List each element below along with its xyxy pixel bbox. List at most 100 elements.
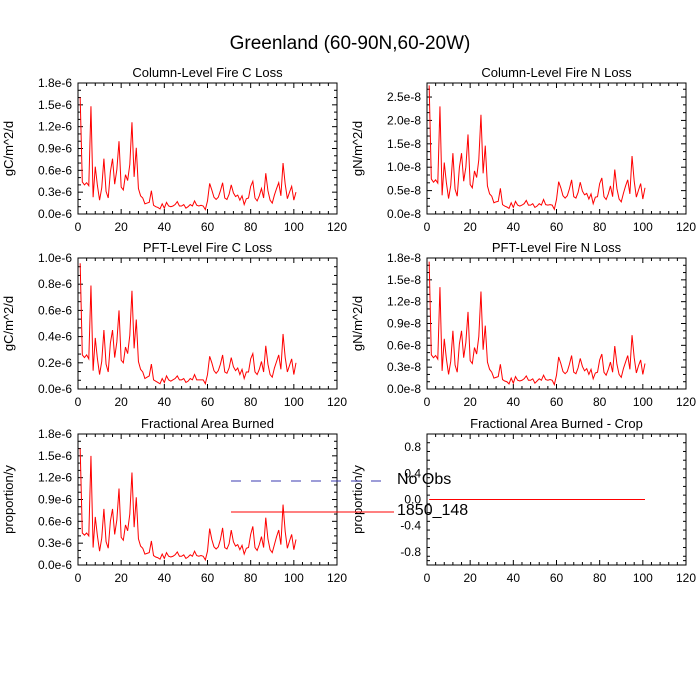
chart-panel-4: 0 20 40 60 80 100 120 0.0e-8 0.3e-8 0.6e-8 0.9e-8 1… bbox=[350, 240, 696, 409]
y-tick-label: 1.0e-6 bbox=[38, 251, 72, 265]
y-tick-label: 2.0e-8 bbox=[387, 113, 421, 127]
y-tick-label: 1.2e-8 bbox=[387, 295, 421, 309]
x-tick-label: 60 bbox=[201, 220, 215, 234]
chart-panel-2: 0 20 40 60 80 100 120 0.0e-8 0.5e-8 1.0e-8 1.5e-8 2… bbox=[350, 65, 696, 234]
y-tick-label: 1.5e-8 bbox=[387, 273, 421, 287]
x-tick-label: 80 bbox=[244, 395, 258, 409]
y-tick-label: 1.8e-8 bbox=[387, 251, 421, 265]
series-line bbox=[79, 263, 297, 386]
x-tick-label: 0 bbox=[75, 395, 82, 409]
y-tick-label: 1.8e-6 bbox=[38, 76, 72, 90]
x-tick-label: 20 bbox=[114, 571, 128, 585]
y-tick-label: 0.8 bbox=[404, 440, 421, 454]
chart-panel-3: 0 20 40 60 80 100 120 0.0e-6 0.2e-6 0.4e-6 0.6e-6 0… bbox=[1, 240, 347, 409]
x-tick-label: 100 bbox=[284, 395, 304, 409]
y-tick-label: -0.4 bbox=[400, 519, 421, 533]
y-tick-label: 0.8e-6 bbox=[38, 277, 72, 291]
x-tick-label: 60 bbox=[550, 571, 564, 585]
y-tick-label: 0.0e-8 bbox=[387, 382, 421, 396]
x-tick-label: 100 bbox=[284, 571, 304, 585]
y-tick-label: 0.0 bbox=[404, 493, 421, 507]
y-tick-label: 0.6e-8 bbox=[387, 338, 421, 352]
x-tick-label: 40 bbox=[158, 220, 172, 234]
x-tick-label: 100 bbox=[284, 220, 304, 234]
y-tick-label: 0.0e-6 bbox=[38, 207, 72, 221]
chart-title: Column-Level Fire N Loss bbox=[481, 65, 632, 80]
chart-panel-1: 0 20 40 60 80 100 120 0.0e-6 0.3e-6 0.6e-6 0.9e-6 1… bbox=[1, 65, 347, 234]
chart-title: Fractional Area Burned bbox=[141, 416, 274, 431]
y-tick-label: 0.3e-6 bbox=[38, 185, 72, 199]
series-line bbox=[428, 85, 646, 211]
y-axis-label: proportion/y bbox=[350, 465, 365, 534]
x-tick-label: 0 bbox=[424, 571, 431, 585]
chart-title: PFT-Level Fire N Loss bbox=[492, 240, 622, 255]
chart-panel-6: 0 20 40 60 80 100 120 -0.8 -0.4 0.0 0.4 0.8 Fraction… bbox=[350, 416, 696, 585]
x-tick-label: 0 bbox=[75, 220, 82, 234]
x-tick-label: 80 bbox=[593, 395, 607, 409]
x-tick-label: 60 bbox=[550, 220, 564, 234]
x-tick-label: 100 bbox=[633, 220, 653, 234]
y-tick-label: 0.0e-6 bbox=[38, 382, 72, 396]
y-tick-label: 1.2e-6 bbox=[38, 120, 72, 134]
x-tick-label: 80 bbox=[244, 571, 258, 585]
y-tick-label: 0.6e-6 bbox=[38, 303, 72, 317]
legend-label-no-obs: No Obs bbox=[397, 471, 452, 488]
y-tick-label: 1.5e-6 bbox=[38, 449, 72, 463]
x-tick-label: 120 bbox=[676, 220, 696, 234]
y-tick-label: 2.5e-8 bbox=[387, 90, 421, 104]
y-tick-label: -0.8 bbox=[400, 545, 421, 559]
figure-title: Greenland (60-90N,60-20W) bbox=[229, 33, 471, 54]
x-tick-label: 100 bbox=[633, 571, 653, 585]
x-tick-label: 40 bbox=[158, 571, 172, 585]
x-tick-label: 20 bbox=[463, 395, 477, 409]
x-tick-label: 120 bbox=[676, 395, 696, 409]
y-tick-label: 0.6e-6 bbox=[38, 514, 72, 528]
series-line bbox=[428, 261, 646, 387]
y-tick-label: 0.4e-6 bbox=[38, 330, 72, 344]
x-tick-label: 20 bbox=[463, 220, 477, 234]
x-tick-label: 60 bbox=[201, 571, 215, 585]
y-tick-label: 0.0e-8 bbox=[387, 207, 421, 221]
x-tick-label: 80 bbox=[244, 220, 258, 234]
y-tick-label: 1.5e-6 bbox=[38, 98, 72, 112]
chart-title: Column-Level Fire C Loss bbox=[132, 65, 283, 80]
x-tick-label: 120 bbox=[676, 571, 696, 585]
x-tick-label: 0 bbox=[424, 395, 431, 409]
y-tick-label: 0.0e-6 bbox=[38, 558, 72, 572]
y-tick-label: 1.5e-8 bbox=[387, 137, 421, 151]
y-tick-label: 0.9e-6 bbox=[38, 142, 72, 156]
x-tick-label: 20 bbox=[114, 395, 128, 409]
x-tick-label: 60 bbox=[550, 395, 564, 409]
y-tick-label: 1.2e-6 bbox=[38, 471, 72, 485]
series-line bbox=[79, 448, 297, 562]
y-tick-label: 0.4 bbox=[404, 466, 421, 480]
chart-title: PFT-Level Fire C Loss bbox=[143, 240, 273, 255]
x-tick-label: 20 bbox=[114, 220, 128, 234]
y-tick-label: 0.3e-6 bbox=[38, 536, 72, 550]
y-tick-label: 0.6e-6 bbox=[38, 163, 72, 177]
y-axis-label: gC/m^2/d bbox=[1, 296, 16, 351]
y-tick-label: 1.8e-6 bbox=[38, 427, 72, 441]
y-tick-label: 0.2e-6 bbox=[38, 356, 72, 370]
x-tick-label: 120 bbox=[327, 571, 347, 585]
y-tick-label: 0.9e-8 bbox=[387, 317, 421, 331]
series-line bbox=[79, 97, 297, 211]
x-tick-label: 120 bbox=[327, 220, 347, 234]
x-tick-label: 80 bbox=[593, 220, 607, 234]
y-axis-label: gN/m^2/d bbox=[350, 296, 365, 351]
chart-title: Fractional Area Burned - Crop bbox=[470, 416, 643, 431]
x-tick-label: 60 bbox=[201, 395, 215, 409]
x-tick-label: 20 bbox=[463, 571, 477, 585]
chart-panel-5: 0 20 40 60 80 100 120 0.0e-6 0.3e-6 0.6e-6 0.9e-6 1… bbox=[1, 416, 347, 585]
x-tick-label: 40 bbox=[507, 395, 521, 409]
y-tick-label: 0.9e-6 bbox=[38, 493, 72, 507]
legend-label-1850-148: 1850_148 bbox=[397, 502, 469, 519]
x-tick-label: 0 bbox=[424, 220, 431, 234]
y-tick-label: 1.0e-8 bbox=[387, 160, 421, 174]
x-tick-label: 120 bbox=[327, 395, 347, 409]
x-tick-label: 80 bbox=[593, 571, 607, 585]
y-axis-label: gC/m^2/d bbox=[1, 121, 16, 176]
x-tick-label: 40 bbox=[507, 220, 521, 234]
